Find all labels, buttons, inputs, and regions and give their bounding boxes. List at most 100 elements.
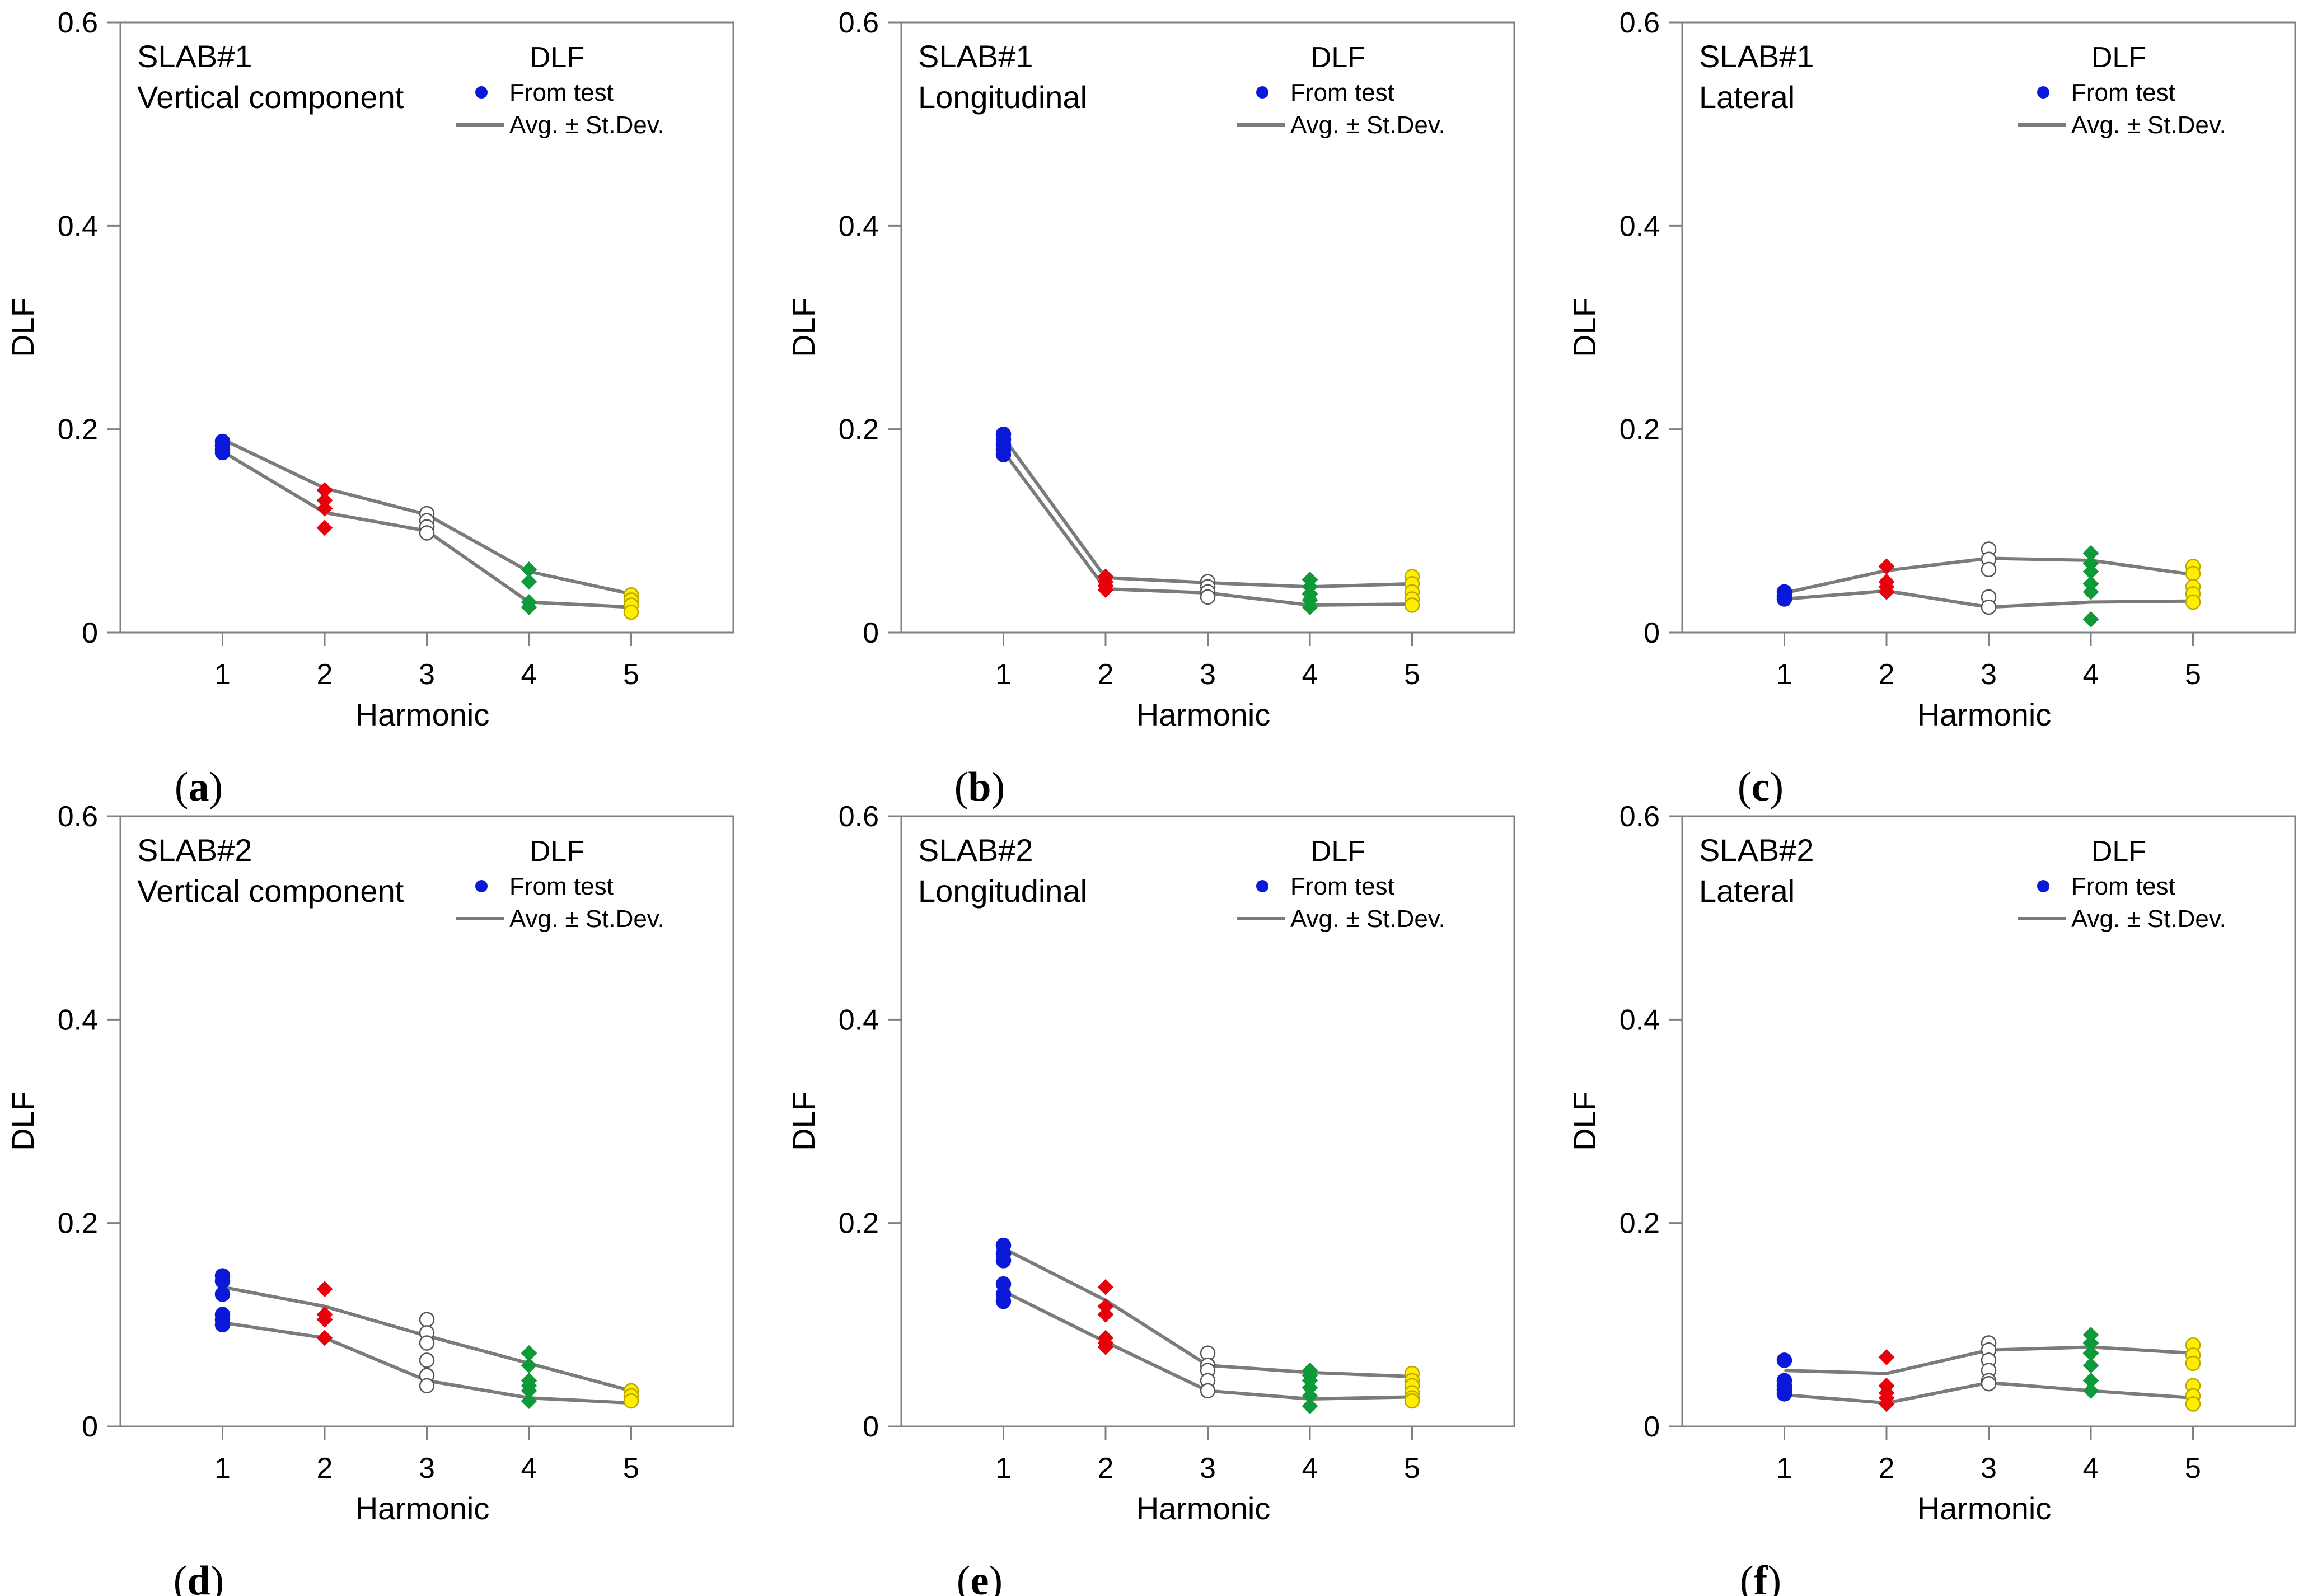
x-tick-label: 4 [521, 658, 537, 691]
x-tick-label: 2 [317, 1452, 333, 1485]
chart-panel-c: 0 0.2 0.4 0.6 1 2 3 4 5 Harmonic DLF (c) SLAB#1 Later… [1567, 7, 2296, 810]
x-tick-label: 3 [1981, 658, 1997, 691]
data-point-harmonic-1 [1776, 1352, 1792, 1368]
y-tick-label: 0 [82, 617, 98, 649]
y-tick-label: 0.6 [1619, 801, 1660, 833]
legend-label-line: Avg. ± St.Dev. [2071, 111, 2226, 139]
x-tick-label: 5 [2185, 1452, 2201, 1485]
data-point-harmonic-2 [1097, 1306, 1114, 1323]
x-tick-label: 1 [214, 658, 231, 691]
panel-caption-letter: a [189, 764, 209, 810]
legend-label-line: Avg. ± St.Dev. [509, 905, 664, 933]
data-point-harmonic-3 [419, 1352, 435, 1368]
panel-title: SLAB#1 [137, 39, 252, 74]
legend-label-line: Avg. ± St.Dev. [509, 111, 664, 139]
data-point-harmonic-2 [316, 519, 333, 536]
legend-title: DLF [1310, 41, 1365, 74]
data-point-harmonic-4 [521, 599, 537, 615]
chart-panel-d: 0 0.2 0.4 0.6 1 2 3 4 5 Harmonic DLF (d) SLAB#2 Verti… [5, 801, 734, 1596]
panel-title: SLAB#1 [1699, 39, 1814, 74]
data-point-harmonic-5 [2185, 594, 2201, 610]
legend-title: DLF [1310, 835, 1365, 868]
data-point-harmonic-1 [214, 1273, 231, 1289]
data-point-harmonic-1 [995, 447, 1012, 462]
y-tick-label: 0.2 [58, 414, 98, 446]
data-point-harmonic-2 [1097, 1279, 1114, 1295]
x-tick-label: 3 [419, 658, 435, 691]
data-point-harmonic-1 [1776, 1386, 1792, 1402]
panel-caption: (d) [174, 1558, 224, 1596]
data-point-harmonic-3 [1981, 1375, 1997, 1392]
y-tick-label: 0.2 [839, 414, 879, 446]
y-tick-label: 0 [863, 617, 879, 649]
panel-subtitle: Longitudinal [918, 873, 1087, 909]
panel-caption: (a) [175, 764, 223, 810]
y-tick-label: 0.4 [839, 1004, 879, 1036]
x-tick-label: 1 [214, 1452, 231, 1485]
legend-marker-points [2037, 880, 2049, 892]
legend-marker-points [475, 86, 488, 99]
y-tick-label: 0.2 [839, 1207, 879, 1240]
legend-title: DLF [2091, 835, 2146, 868]
chart-panel-a: 0 0.2 0.4 0.6 1 2 3 4 5 Harmonic DLF (a) SLAB#1 Verti… [5, 7, 734, 810]
legend-title: DLF [2091, 41, 2146, 74]
x-axis-label: Harmonic [355, 1491, 490, 1526]
y-tick-label: 0 [1644, 1411, 1660, 1443]
panel-subtitle: Longitudinal [918, 79, 1087, 115]
y-axis-label: DLF [1567, 1092, 1602, 1151]
data-point-harmonic-5 [2185, 565, 2201, 582]
legend-marker-points [2037, 86, 2049, 99]
y-tick-label: 0 [1644, 617, 1660, 649]
data-point-harmonic-3 [419, 1378, 435, 1394]
stdev-line-upper [1002, 436, 1412, 589]
x-tick-label: 2 [1098, 1452, 1114, 1485]
panel-subtitle: Vertical component [137, 79, 404, 115]
y-tick-label: 0.4 [1619, 1004, 1660, 1036]
y-tick-label: 0.4 [1619, 210, 1660, 242]
x-tick-label: 5 [623, 658, 639, 691]
x-tick-label: 2 [1879, 1452, 1895, 1485]
data-point-harmonic-5 [2185, 1355, 2201, 1372]
panel-caption-letter: e [971, 1558, 989, 1596]
legend-title: DLF [530, 41, 584, 74]
x-axis-label: Harmonic [1917, 1491, 2052, 1526]
data-point-harmonic-2 [1878, 1396, 1895, 1412]
panel-subtitle: Lateral [1699, 79, 1795, 115]
data-point-harmonic-2 [1878, 583, 1895, 600]
x-tick-label: 1 [995, 1452, 1012, 1485]
x-tick-label: 2 [317, 658, 333, 691]
panel-subtitle: Vertical component [137, 873, 404, 909]
x-tick-label: 2 [1098, 658, 1114, 691]
y-axis-label: DLF [786, 298, 821, 357]
panel-caption: (c) [1738, 764, 1784, 810]
x-tick-label: 5 [623, 1452, 639, 1485]
y-axis-label: DLF [5, 298, 40, 357]
y-tick-label: 0 [863, 1411, 879, 1443]
x-tick-label: 4 [1302, 658, 1318, 691]
y-tick-label: 0.2 [58, 1207, 98, 1240]
data-point-harmonic-4 [1302, 599, 1318, 615]
legend-label-line: Avg. ± St.Dev. [2071, 905, 2226, 933]
data-point-harmonic-3 [419, 1335, 435, 1351]
chart-panel-f: 0 0.2 0.4 0.6 1 2 3 4 5 Harmonic DLF (f) SLAB#2 Later… [1567, 801, 2296, 1596]
data-point-harmonic-3 [1200, 1383, 1216, 1399]
panel-caption: (b) [954, 764, 1005, 810]
panel-subtitle: Lateral [1699, 873, 1795, 909]
data-point-harmonic-4 [1302, 1398, 1318, 1415]
x-tick-label: 5 [1404, 658, 1420, 691]
y-tick-label: 0.2 [1619, 1207, 1660, 1240]
data-point-harmonic-3 [1981, 561, 1997, 578]
x-tick-label: 4 [1302, 1452, 1318, 1485]
x-tick-label: 1 [1776, 1452, 1792, 1485]
panel-title: SLAB#2 [918, 832, 1033, 868]
legend-label-points: From test [2071, 79, 2175, 106]
y-axis-label: DLF [786, 1092, 821, 1151]
x-tick-label: 5 [1404, 1452, 1420, 1485]
data-point-harmonic-4 [2082, 611, 2099, 628]
x-tick-label: 3 [1981, 1452, 1997, 1485]
panel-caption: (f) [1740, 1558, 1781, 1596]
panel-caption-letter: c [1752, 764, 1770, 810]
x-axis-label: Harmonic [1917, 697, 2052, 732]
y-axis-label: DLF [1567, 298, 1602, 357]
y-tick-label: 0.4 [58, 210, 98, 242]
